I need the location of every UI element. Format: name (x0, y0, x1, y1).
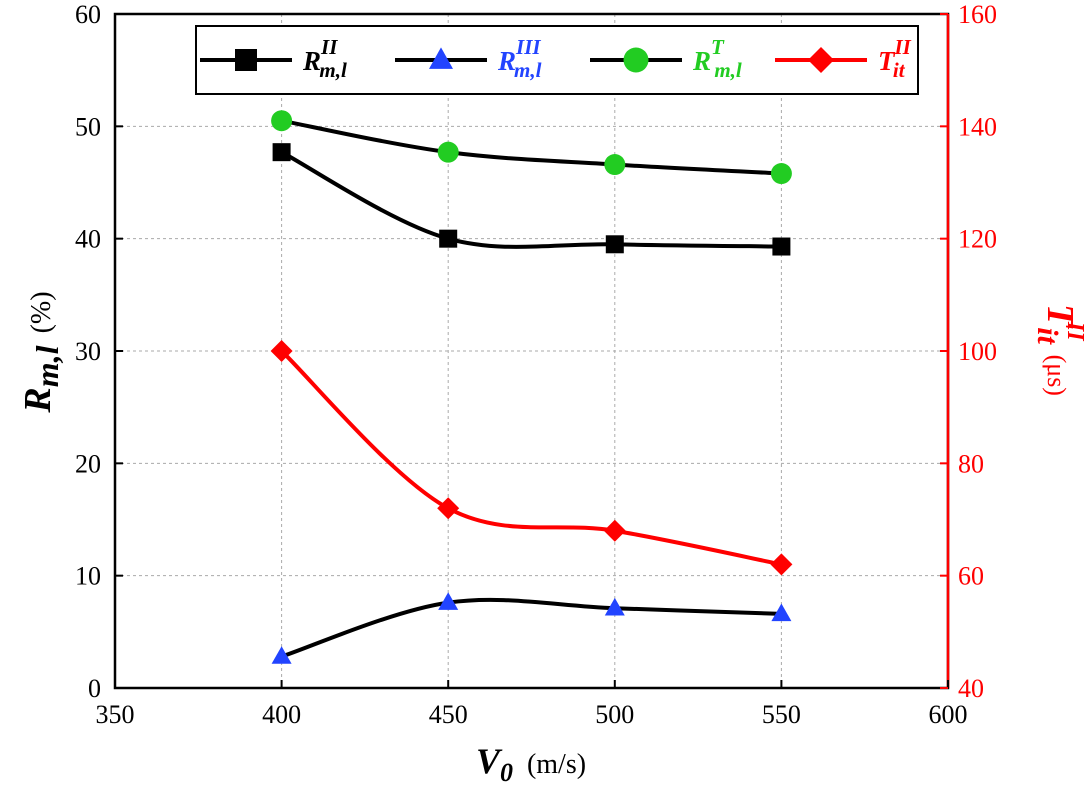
y-right-axis-title: TitII(μs) (1031, 304, 1088, 396)
y-right-tick-label: 160 (958, 0, 997, 29)
x-tick-label: 550 (762, 700, 801, 729)
legend-label-diamond: TII it (878, 35, 912, 82)
y-left-tick-label: 30 (75, 337, 101, 366)
x-tick-label: 450 (429, 700, 468, 729)
data-point-square (439, 229, 458, 248)
axis-ticks: 350 400 450 500 550 600 0 10 20 30 40 50 60 40 60 80 100… (75, 0, 997, 729)
x-axis-title: V0 (m/s) (476, 741, 586, 787)
series-line-circle (281, 118, 782, 176)
y-left-tick-label: 40 (75, 225, 101, 254)
data-point-triangle (604, 597, 625, 616)
data-point-diamond (770, 553, 793, 576)
y-left-tick-label: 60 (75, 0, 101, 29)
data-point-diamond (603, 519, 626, 542)
data-point-circle (437, 141, 459, 163)
legend-marker-circle (623, 47, 649, 73)
y-left-tick-label: 50 (75, 112, 101, 141)
data-point-square (772, 237, 791, 256)
y-left-tick-label: 10 (75, 562, 101, 591)
x-tick-label: 500 (595, 700, 634, 729)
data-point-triangle (271, 646, 292, 664)
data-point-diamond (270, 340, 293, 362)
legend-marker-square (235, 49, 257, 71)
data-point-circle (604, 154, 626, 176)
legend-label-triangle: RIII m,l (497, 35, 542, 82)
x-tick-label: 350 (96, 700, 135, 729)
y-right-tick-label: 80 (958, 449, 984, 478)
data-point-square (272, 143, 291, 162)
y-right-tick-label: 100 (958, 337, 997, 366)
series-curves (280, 118, 782, 659)
legend-marker-triangle (429, 47, 453, 69)
y-right-tick-label: 60 (958, 562, 984, 591)
legend-label-square: RII m,l (302, 35, 347, 82)
data-point-triangle (771, 603, 792, 622)
series-line-square (280, 150, 782, 249)
grid (115, 14, 948, 688)
y-right-tick-label: 140 (958, 112, 997, 141)
data-point-triangle (438, 592, 459, 610)
x-tick-label: 400 (262, 700, 301, 729)
data-point-diamond (437, 497, 460, 520)
y-right-tick-label: 120 (958, 225, 997, 254)
data-point-circle (271, 110, 293, 132)
legend-marker-diamond (808, 47, 834, 73)
series-line-triangle (280, 597, 782, 659)
y-left-tick-label: 0 (88, 674, 101, 703)
legend: RII m,l RIII m,l RT m,l TII it (195, 25, 919, 95)
data-point-square (605, 235, 624, 254)
data-point-circle (770, 163, 792, 185)
y-left-axis-title: Rm,l(%) (17, 291, 65, 413)
legend-label-circle: RT m,l (692, 35, 742, 82)
y-right-tick-label: 40 (958, 674, 984, 703)
y-left-tick-label: 20 (75, 449, 101, 478)
series-markers (270, 110, 793, 664)
x-tick-label: 600 (929, 700, 968, 729)
series-line-diamond (280, 349, 782, 567)
